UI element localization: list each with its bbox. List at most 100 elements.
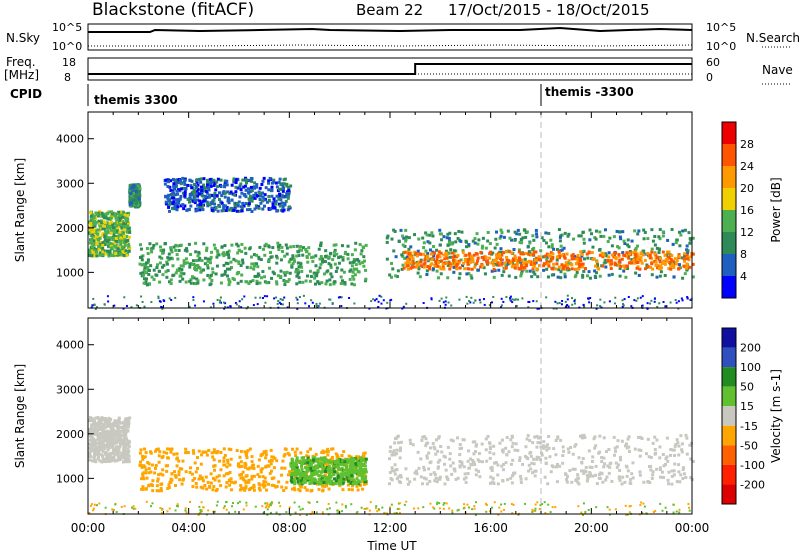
echo-cell (245, 480, 249, 484)
echo-cell (386, 234, 390, 238)
echo-cell (166, 269, 170, 273)
echo-cell (220, 201, 224, 205)
echo-cell (341, 488, 345, 492)
echo-cell (94, 452, 98, 456)
echo-cell (359, 252, 363, 256)
echo-cell (222, 463, 226, 467)
echo-cell (320, 484, 324, 488)
speck (207, 509, 210, 512)
echo-cell (244, 485, 248, 489)
echo-cell (113, 424, 117, 428)
echo-cell (389, 261, 393, 265)
echo-cell (310, 481, 314, 485)
echo-cell (291, 477, 295, 481)
echo-cell (288, 271, 292, 275)
speck (192, 296, 195, 299)
echo-cell (255, 282, 259, 286)
echo-cell (261, 270, 265, 274)
speck (200, 501, 203, 504)
echo-cell (167, 180, 171, 184)
echo-cell (212, 458, 216, 462)
echo-cell (273, 206, 277, 210)
echo-cell (150, 275, 154, 279)
speck (505, 296, 508, 299)
echo-cell (264, 480, 268, 484)
echo-cell (284, 243, 288, 247)
echo-cell (234, 259, 238, 263)
echo-cell (426, 254, 430, 258)
echo-cell (242, 185, 246, 189)
speck (216, 500, 219, 503)
echo-cell (104, 436, 108, 440)
echo-cell (362, 470, 366, 474)
echo-cell (267, 188, 271, 192)
echo-cell (352, 462, 356, 466)
echo-cell (147, 471, 151, 475)
echo-cell (100, 460, 104, 464)
speck (216, 298, 219, 301)
echo-cell (277, 197, 281, 201)
speck (577, 505, 580, 508)
echo-cell (445, 256, 449, 260)
echo-cell (107, 244, 111, 248)
nave-label: Nave (762, 63, 793, 77)
speck (468, 300, 471, 303)
speck (500, 503, 503, 506)
speck (350, 503, 353, 506)
echo-cell (101, 455, 105, 459)
speck (390, 503, 393, 506)
echo-cell (297, 265, 301, 269)
speck (689, 298, 692, 301)
echo-cell (133, 198, 137, 202)
echo-cell (576, 259, 580, 263)
echo-cell (353, 273, 357, 277)
echo-cell (158, 261, 162, 265)
echo-cell (229, 448, 233, 452)
echo-cell (328, 278, 332, 282)
echo-cell (157, 473, 161, 477)
echo-cell (338, 255, 342, 259)
speck (356, 510, 359, 513)
echo-cell (287, 190, 291, 194)
echo-cell (324, 249, 328, 253)
speck (485, 503, 488, 506)
echo-cell (318, 482, 322, 486)
echo-cell (198, 266, 202, 270)
echo-cell (283, 201, 287, 205)
echo-cell (94, 234, 98, 238)
echo-cell (269, 255, 273, 259)
speck (584, 512, 587, 515)
echo-cell (519, 264, 523, 268)
echo-cell (135, 186, 139, 190)
echo-cell (678, 244, 682, 248)
echo-cell (279, 275, 283, 279)
echo-cell (289, 245, 293, 249)
echo-cell (363, 480, 367, 484)
echo-cell (481, 264, 485, 268)
echo-cell (513, 230, 517, 234)
echo-cell (208, 274, 212, 278)
echo-cell (268, 176, 272, 180)
echo-cell (434, 261, 438, 265)
echo-cell (125, 437, 129, 441)
echo-cell (206, 178, 210, 182)
echo-cell (118, 436, 122, 440)
echo-cell (109, 441, 113, 445)
echo-cell (267, 245, 271, 249)
echo-cell (666, 238, 670, 242)
echo-cell (181, 459, 185, 463)
echo-cell (328, 283, 332, 287)
echo-cell (285, 246, 289, 250)
echo-cell (646, 265, 650, 269)
echo-cell (233, 480, 237, 484)
echo-cell (88, 253, 92, 257)
echo-cell (166, 487, 170, 491)
echo-cell (123, 428, 127, 432)
echo-cell (334, 479, 338, 483)
echo-cell (103, 238, 107, 242)
echo-cell (113, 214, 117, 218)
echo-cell (290, 480, 294, 484)
echo-cell (196, 203, 200, 207)
echo-cell (361, 467, 365, 471)
speck (445, 296, 448, 299)
